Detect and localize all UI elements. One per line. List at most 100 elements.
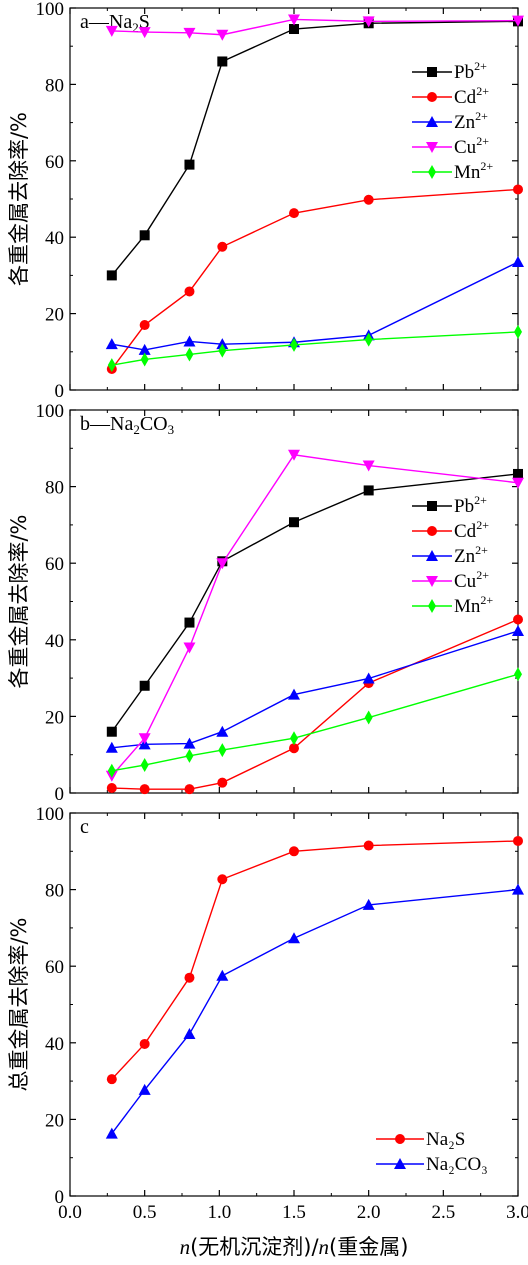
data-point (138, 343, 151, 355)
data-point (513, 835, 523, 846)
y-tick-label: 0 (55, 784, 65, 805)
data-point (106, 783, 117, 794)
legend-marker (395, 1134, 405, 1144)
legend-marker (427, 501, 437, 511)
data-point (217, 777, 228, 788)
data-point (362, 460, 375, 472)
series-line (111, 840, 519, 1080)
data-point (139, 680, 150, 691)
y-tick-label: 100 (36, 401, 65, 422)
data-point (363, 485, 374, 496)
x-tick-label: 1.0 (207, 1202, 231, 1223)
data-point (139, 320, 150, 331)
data-point (105, 338, 118, 350)
data-point (216, 29, 229, 41)
data-point (138, 733, 151, 745)
y-tick-label: 40 (45, 1034, 64, 1055)
x-tick-label: 3.0 (506, 1202, 528, 1223)
data-point (513, 468, 523, 479)
data-point (514, 667, 522, 682)
series-line (111, 673, 519, 772)
x-tick-label: 0.0 (58, 1202, 82, 1223)
data-point (289, 24, 299, 35)
data-point (138, 1083, 151, 1095)
y-tick-label: 100 (36, 0, 65, 20)
legend-entry: Cd2+ (454, 518, 489, 542)
y-tick-label: 40 (45, 228, 64, 249)
data-point (105, 1127, 118, 1139)
data-point (183, 642, 196, 654)
data-point (512, 883, 524, 895)
series-4 (105, 14, 524, 41)
data-point (216, 725, 229, 737)
data-point (184, 159, 195, 170)
x-tick-label: 2.0 (357, 1202, 381, 1223)
x-tick-label: 1.5 (282, 1202, 306, 1223)
series-line (111, 261, 519, 351)
data-point (363, 194, 374, 205)
data-point (138, 27, 151, 39)
y-tick-label: 100 (36, 804, 65, 825)
data-point (140, 352, 149, 367)
series-3 (105, 256, 524, 355)
data-point (185, 347, 194, 362)
y-tick-label: 0 (55, 381, 65, 402)
series-2 (106, 184, 523, 374)
y-tick-label: 20 (45, 1110, 64, 1131)
data-point (364, 710, 373, 725)
data-point (288, 14, 300, 26)
data-point (217, 241, 228, 252)
data-point (290, 337, 298, 352)
x-tick-label: 0.5 (133, 1202, 157, 1223)
legend-entry: Pb2+ (454, 493, 487, 517)
legend-entry: Cd2+ (454, 84, 489, 108)
data-point (218, 743, 227, 758)
legend: Na₂S Na₂CO₃ (376, 1129, 488, 1175)
data-point (362, 898, 375, 910)
series-line (111, 331, 519, 366)
series-2 (105, 883, 524, 1139)
data-point (289, 208, 299, 219)
chart-panel-2: 0 20 40 60 80 100 b—Na2CO3 各重金属去除率/% Pb2+Cd2+Zn2… (7, 401, 524, 805)
legend-marker (428, 599, 436, 613)
data-point (184, 972, 195, 983)
y-tick-label: 20 (45, 707, 64, 728)
y-tick-label: 0 (55, 1187, 65, 1208)
data-point (106, 726, 117, 737)
data-point (185, 748, 194, 763)
legend-entry: Pb2+ (454, 59, 487, 83)
data-point (288, 932, 300, 944)
legend-entry: Na₂CO₃ (426, 1154, 488, 1175)
data-point (184, 617, 195, 628)
panel-label: a—Na2S (80, 11, 150, 35)
plot-frame (69, 7, 519, 391)
legend-marker (427, 526, 437, 536)
data-point (514, 324, 522, 339)
y-tick-label: 20 (45, 305, 64, 326)
legend-entry: Cu2+ (454, 134, 489, 158)
data-point (184, 784, 195, 795)
series-1 (106, 835, 523, 1085)
legend: Pb2+Cd2+Zn2+Cu2+Mn2+ (412, 59, 493, 183)
data-point (512, 477, 524, 489)
data-point (288, 449, 300, 461)
data-point (106, 1074, 117, 1085)
data-point (139, 230, 150, 241)
data-point (184, 286, 195, 297)
data-point (140, 758, 149, 773)
data-point (107, 763, 116, 778)
legend-marker (426, 142, 438, 153)
legend-entry: Cu2+ (454, 568, 489, 592)
y-tick-label: 80 (45, 75, 64, 96)
series-2 (106, 614, 523, 795)
legend-entry: Mn2+ (454, 593, 493, 617)
legend-entry: Zn2+ (454, 543, 488, 567)
legend-marker (426, 550, 438, 561)
data-point (513, 184, 523, 195)
y-tick-label: 80 (45, 478, 64, 499)
series-5 (107, 324, 522, 373)
panel-label: b—Na2CO3 (80, 413, 174, 437)
data-point (139, 1038, 150, 1049)
legend-entry: Zn2+ (454, 109, 488, 133)
